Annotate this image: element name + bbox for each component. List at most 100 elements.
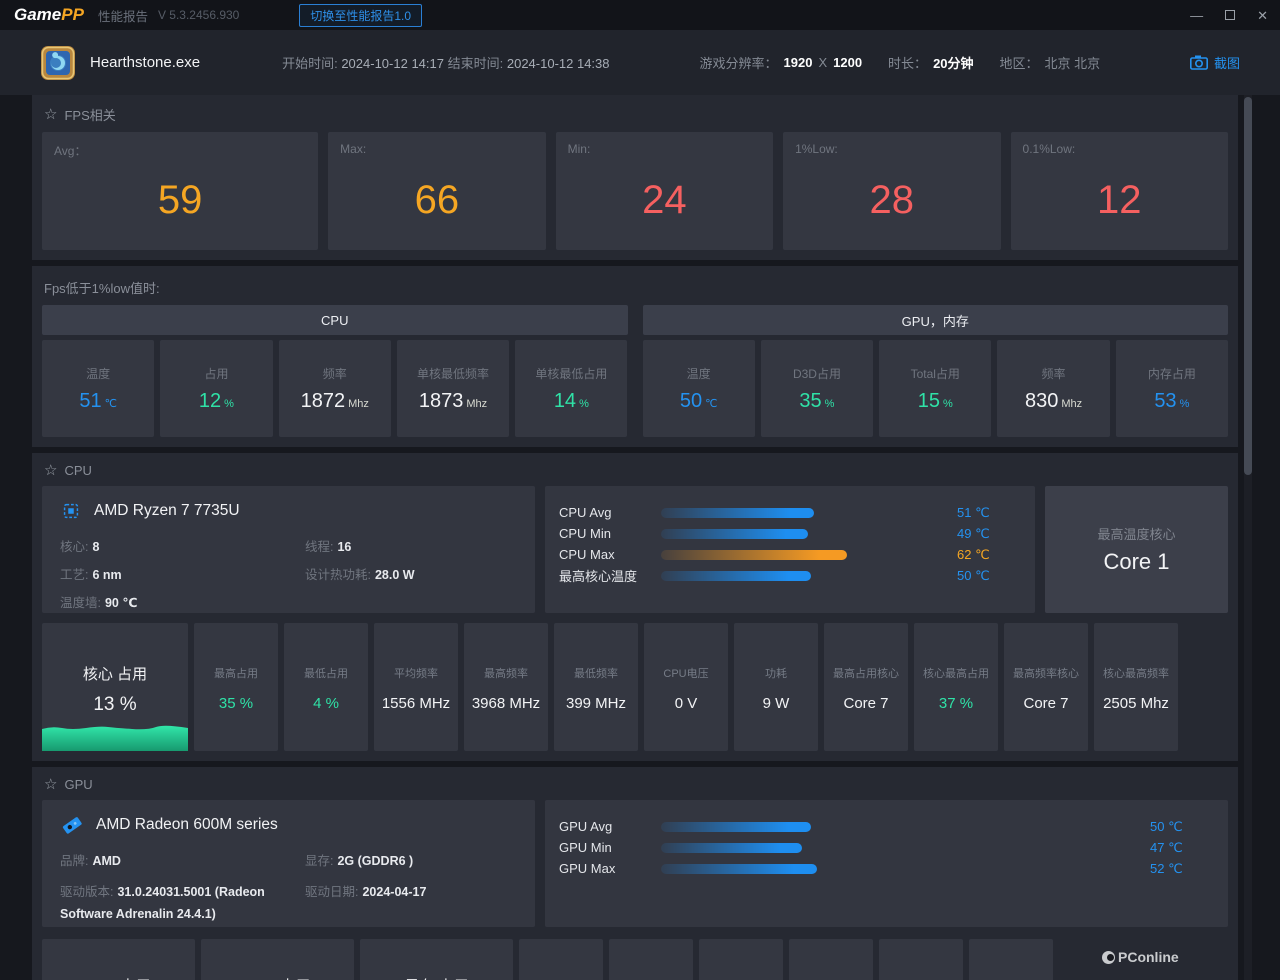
resolution-label: 游戏分辨率： (699, 56, 778, 71)
cpu-stats-row: 核心 占用 13 % 最高占用 35 % 最低占用 4 % 平均频率 1556 MHz… (42, 623, 1228, 751)
cpu-freq-cell: 频率 1872 Mhz (278, 340, 391, 437)
cpu-core-min-usage-cell: 单核最低占用 14% (515, 340, 628, 437)
app-version: V 5.3.2456.930 (157, 8, 240, 22)
cpu-threads: 线程: 16 (305, 540, 352, 554)
gpu-vram: 显存: 2G (GDDR6 ) (305, 854, 414, 868)
cpu-avg-bar-row: CPU Avg 51 ℃ (559, 504, 990, 521)
minimize-icon[interactable]: — (1190, 7, 1204, 23)
gpu-temp-bars: GPU Avg 50 ℃ GPU Min 47 ℃ GPU Max 52 ℃ (545, 800, 1228, 927)
cpu-stat-core-max-usage: 核心最高占用 37 % (914, 623, 998, 751)
gpu-stat-max-freq: 最高频率 (609, 939, 693, 980)
hottest-core-card: 最高温度核心 Core 1 (1045, 486, 1228, 613)
screenshot-button[interactable]: 截图 (1189, 53, 1240, 72)
low-fps-cpu-table: CPU 温度 51 ℃ 占用 12% 频率 1872 Mhz 单 (42, 305, 628, 437)
cpu-name: AMD Ryzen 7 7735U (94, 502, 240, 519)
fps-card-1pct-low: 1%Low: 28 (783, 132, 1001, 250)
star-icon: ☆ (44, 106, 58, 123)
gpu-avg-bar-row: GPU Avg 50 ℃ (559, 818, 1183, 835)
low-fps-section: Fps低于1%low值时: CPU 温度 51 ℃ 占用 12% 频率 1872 M… (32, 266, 1238, 447)
core-usage-card: 核心 占用 13 % (42, 623, 188, 751)
gpu-stat-voltage: GPU电压 (879, 939, 963, 980)
cpu-cores: 核心: 8 (60, 540, 100, 554)
vertical-scrollbar[interactable] (1244, 95, 1252, 980)
gpu-stat-d3d-usage: D3D 占用 (42, 939, 195, 980)
cpu-stat-core-max-freq: 核心最高频率 2505 Mhz (1094, 623, 1178, 751)
fps-1pct-low-value: 28 (869, 178, 915, 222)
star-icon: ☆ (44, 462, 58, 479)
fps-card-max: Max: 66 (328, 132, 546, 250)
camera-icon (1189, 55, 1208, 70)
fps-section: ☆ FPS相关 Avg： 59 Max: 66 Min: 24 1%Low: 28… (32, 95, 1238, 260)
gpu-max-bar-row: GPU Max 52 ℃ (559, 860, 1183, 877)
cpu-temp-cell: 温度 51 ℃ (42, 340, 155, 437)
pconline-watermark: PConline (1102, 949, 1179, 965)
report-header: Hearthstone.exe 开始时间: 2024-10-12 14:17 结… (0, 30, 1280, 95)
maximize-icon[interactable] (1225, 10, 1236, 20)
gpu-card-icon (62, 817, 82, 834)
star-icon: ☆ (44, 776, 58, 793)
gpu-info-card: AMD Radeon 600M series 品牌: AMD 显存: 2G (GDD… (42, 800, 535, 927)
cpu-table-header: CPU (42, 305, 628, 335)
cpu-stat-voltage: CPU电压 0 V (644, 623, 728, 751)
cpu-stat-avg-freq: 平均频率 1556 MHz (374, 623, 458, 751)
cpu-temp-wall: 温度墙: 90 ℃ (60, 596, 138, 610)
cpu-usage-cell: 占用 12% (160, 340, 273, 437)
cpu-process: 工艺: 6 nm (60, 568, 122, 582)
close-icon[interactable]: ✕ (1257, 7, 1268, 23)
gpu-driver-date: 驱动日期: 2024-04-17 (305, 885, 427, 899)
cpu-stat-top-usage-core: 最高占用核心 Core 7 (824, 623, 908, 751)
cpu-section: ☆ CPU AMD Ryzen 7 7735U 核心: 8 线程: 16 工艺: 6 n… (32, 453, 1238, 761)
hottest-core-value: Core 1 (1103, 549, 1170, 574)
gpu-stat-avg-freq: 平均频率 (519, 939, 603, 980)
app-subtitle: 性能报告 (97, 9, 148, 24)
low-fps-title: Fps低于1%low值时: (44, 281, 160, 296)
cpu-temp-bars: CPU Avg 51 ℃ CPU Min 49 ℃ CPU Max 62 ℃ 最… (545, 486, 1035, 613)
gpu-total-usage-cell: Total占用 15% (879, 340, 992, 437)
pconline-logo-icon (1102, 950, 1115, 964)
cpu-stat-max-usage: 最高占用 35 % (194, 623, 278, 751)
gpu-section: ☆ GPU AMD Radeon 600M series 品牌: AMD 显存: (32, 767, 1238, 980)
session-times: 开始时间: 2024-10-12 14:17 结束时间: 2024-10-12 … (282, 56, 610, 71)
app-logo: GamePP (14, 5, 84, 24)
fps-max-value: 66 (414, 178, 460, 222)
fps-card-min: Min: 24 (555, 132, 774, 250)
game-icon (41, 45, 75, 80)
gpu-stat-power: 功耗 (969, 939, 1053, 980)
memory-usage-cell: 内存占用 53% (1115, 340, 1228, 437)
gpu-brand: 品牌: AMD (60, 854, 121, 868)
title-bar: GamePP 性能报告 V 5.3.2456.930 切换至性能报告1.0 — … (0, 0, 1280, 30)
scrollbar-thumb[interactable] (1244, 97, 1252, 475)
gpu-stat-total-usage: Total 占用 (201, 939, 354, 980)
cpu-stat-power: 功耗 9 W (734, 623, 818, 751)
cpu-stat-min-usage: 最低占用 4 % (284, 623, 368, 751)
fps-avg-value: 59 (157, 178, 203, 222)
fps-card-avg: Avg： 59 (42, 132, 319, 250)
section-title-cpu: CPU (64, 463, 92, 478)
cpu-chip-icon (63, 503, 79, 519)
cpu-tdp: 设计热功耗: 28.0 W (305, 568, 415, 582)
cpu-min-bar-row: CPU Min 49 ℃ (559, 525, 990, 542)
low-fps-gpu-table: GPU，内存 温度 50 ℃ D3D占用 35% Total占用 15% (642, 305, 1228, 437)
gpu-driver-version: 驱动版本: 31.0.24031.5001 (Radeon Software Ad… (60, 885, 265, 921)
section-title-gpu: GPU (64, 777, 93, 792)
gpu-d3d-usage-cell: D3D占用 35% (760, 340, 874, 437)
core-usage-sparkline (42, 725, 188, 751)
duration-label: 时长： (888, 56, 928, 71)
session-meta: 游戏分辨率： 1920 X 1200 时长： 20分钟 地区： 北京 北京 (699, 55, 1101, 71)
fps-card-01pct-low: 0.1%Low: 12 (1010, 132, 1228, 250)
cpu-info-card: AMD Ryzen 7 7735U 核心: 8 线程: 16 工艺: 6 nm 设计热… (42, 486, 535, 613)
gpu-stat-vram-usage: 显存 占用 (360, 939, 513, 980)
fps-01pct-low-value: 12 (1097, 178, 1142, 222)
switch-report-button[interactable]: 切换至性能报告1.0 (299, 3, 423, 27)
gpu-stats-row: D3D 占用 Total 占用 显存 占用 平均频率 最高频率 最低频率 显存频… (42, 939, 1228, 980)
gpu-temp-cell: 温度 50 ℃ (642, 340, 755, 437)
gpu-freq-cell: 频率 830 Mhz (997, 340, 1110, 437)
gpu-table-header: GPU，内存 (642, 305, 1228, 335)
gpu-name: AMD Radeon 600M series (96, 816, 278, 833)
core-usage-value: 13 % (93, 694, 137, 715)
fps-min-value: 24 (642, 178, 687, 222)
game-name: Hearthstone.exe (90, 54, 201, 71)
cpu-stat-max-freq: 最高频率 3968 MHz (464, 623, 548, 751)
gpu-stat-min-freq: 最低频率 (699, 939, 783, 980)
region-label: 地区： (999, 56, 1039, 71)
